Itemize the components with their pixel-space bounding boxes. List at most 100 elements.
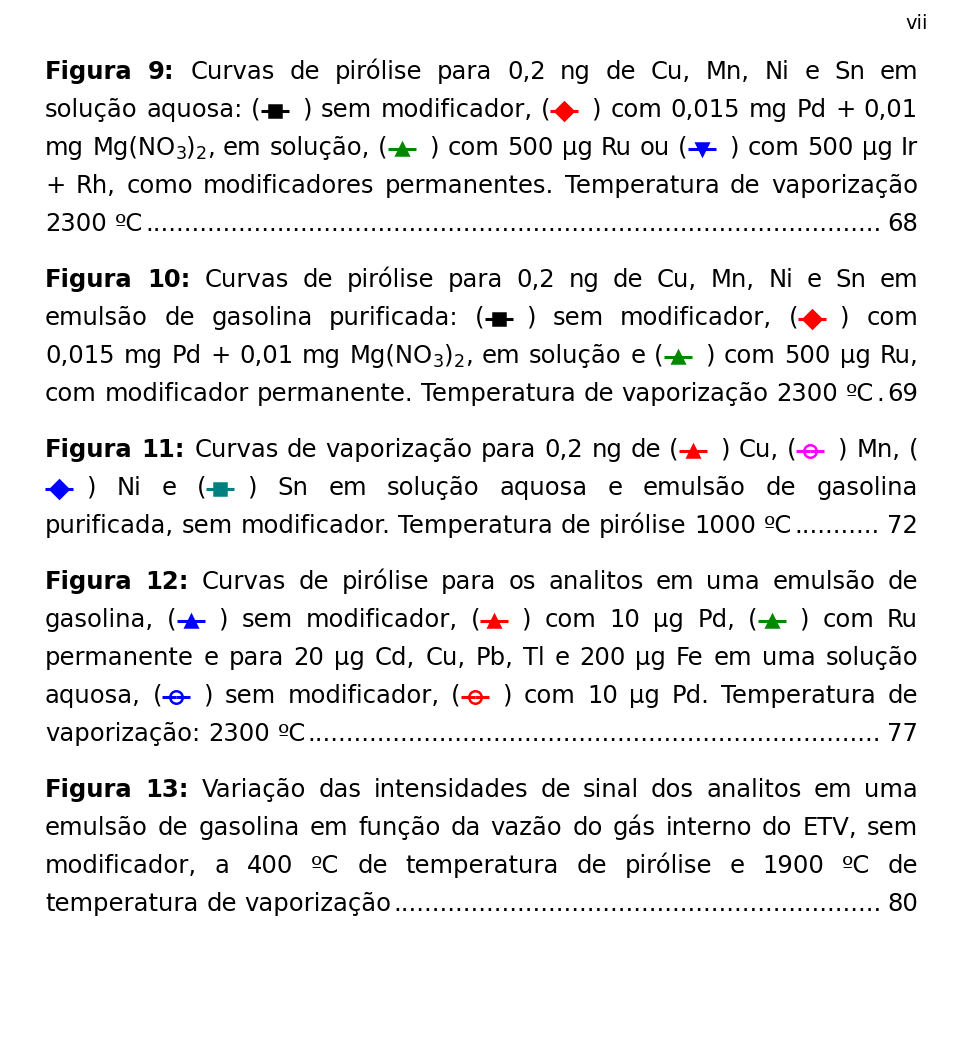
Text: ): ) bbox=[800, 608, 809, 632]
Text: 80: 80 bbox=[887, 892, 918, 916]
Text: (: ( bbox=[252, 98, 260, 122]
Text: de: de bbox=[561, 514, 591, 538]
Text: ,: , bbox=[465, 344, 472, 368]
Text: modificador,: modificador, bbox=[620, 306, 773, 330]
Text: 13:: 13: bbox=[146, 778, 189, 802]
Text: solução: solução bbox=[45, 98, 137, 122]
Text: de: de bbox=[606, 60, 636, 84]
Text: Mg(NO: Mg(NO bbox=[92, 136, 176, 160]
Text: 1900: 1900 bbox=[762, 854, 824, 878]
Text: ): ) bbox=[444, 344, 454, 368]
Text: ºC: ºC bbox=[846, 382, 875, 406]
Text: do: do bbox=[572, 816, 603, 839]
Text: vaporização: vaporização bbox=[245, 892, 392, 916]
Text: ): ) bbox=[429, 136, 439, 160]
Text: Temperatura: Temperatura bbox=[721, 684, 876, 708]
Text: (: ( bbox=[197, 476, 206, 500]
Text: Pd.: Pd. bbox=[672, 684, 709, 708]
Text: interno: interno bbox=[665, 816, 752, 839]
Text: gasolina: gasolina bbox=[199, 816, 300, 839]
Text: ng: ng bbox=[561, 60, 591, 84]
Text: Cu,: Cu, bbox=[657, 268, 697, 292]
Text: para: para bbox=[447, 268, 503, 292]
Text: em: em bbox=[223, 136, 261, 160]
Text: ou: ou bbox=[639, 136, 670, 160]
Text: Variação: Variação bbox=[202, 778, 306, 802]
Text: em: em bbox=[309, 816, 348, 839]
Text: de: de bbox=[631, 438, 661, 462]
Text: como: como bbox=[126, 174, 193, 198]
Text: 72: 72 bbox=[887, 514, 918, 538]
Text: Figura: Figura bbox=[45, 438, 132, 462]
Text: µg: µg bbox=[636, 646, 666, 670]
Text: de: de bbox=[887, 570, 918, 594]
Text: (: ( bbox=[540, 98, 550, 122]
Text: 500: 500 bbox=[807, 136, 853, 160]
Text: pirólise: pirólise bbox=[599, 513, 686, 538]
Text: de: de bbox=[584, 382, 614, 406]
Text: Pd,: Pd, bbox=[697, 608, 735, 632]
Text: das: das bbox=[319, 778, 361, 802]
Text: ................................................................................: ........................................… bbox=[145, 212, 881, 236]
Text: modificador,: modificador, bbox=[288, 684, 440, 708]
Text: emulsão: emulsão bbox=[45, 816, 148, 839]
Text: (: ( bbox=[678, 136, 687, 160]
Text: de: de bbox=[887, 684, 918, 708]
Text: Sn: Sn bbox=[835, 268, 866, 292]
Text: de: de bbox=[302, 268, 333, 292]
Text: mg: mg bbox=[302, 344, 341, 368]
Text: gasolina,: gasolina, bbox=[45, 608, 155, 632]
Text: em: em bbox=[814, 778, 852, 802]
Text: permanentes.: permanentes. bbox=[385, 174, 555, 198]
Text: Ni: Ni bbox=[765, 60, 789, 84]
Text: de: de bbox=[157, 816, 188, 839]
Text: ): ) bbox=[706, 344, 715, 368]
Text: Curvas: Curvas bbox=[190, 60, 275, 84]
Text: Curvas: Curvas bbox=[202, 570, 286, 594]
Text: de: de bbox=[289, 60, 320, 84]
Text: 2300: 2300 bbox=[777, 382, 838, 406]
Text: 2: 2 bbox=[196, 145, 207, 163]
Text: permanente.: permanente. bbox=[256, 382, 413, 406]
Text: ºC: ºC bbox=[114, 212, 143, 236]
Text: ): ) bbox=[302, 98, 312, 122]
Text: função: função bbox=[358, 816, 441, 839]
Text: 0,015: 0,015 bbox=[45, 344, 114, 368]
Text: modificador,: modificador, bbox=[305, 608, 458, 632]
Text: 1000: 1000 bbox=[694, 514, 756, 538]
Text: para: para bbox=[437, 60, 492, 84]
Text: 0,01: 0,01 bbox=[864, 98, 918, 122]
Text: para: para bbox=[228, 646, 284, 670]
Text: µg: µg bbox=[654, 608, 684, 632]
Text: Mn,: Mn, bbox=[706, 60, 750, 84]
Text: 77: 77 bbox=[887, 722, 918, 746]
Text: (: ( bbox=[378, 136, 388, 160]
Text: sem: sem bbox=[225, 684, 276, 708]
Text: ºC: ºC bbox=[842, 854, 870, 878]
Text: Mn,: Mn, bbox=[710, 268, 755, 292]
Text: 10: 10 bbox=[587, 684, 618, 708]
Text: ): ) bbox=[186, 136, 196, 160]
Text: com: com bbox=[447, 136, 499, 160]
Text: (: ( bbox=[787, 438, 797, 462]
Text: purificada,: purificada, bbox=[45, 514, 174, 538]
Text: ...............................................................: ........................................… bbox=[394, 892, 881, 916]
Text: purificada:: purificada: bbox=[329, 306, 459, 330]
Text: ): ) bbox=[503, 684, 513, 708]
Text: modificador: modificador bbox=[105, 382, 249, 406]
Text: pirólise: pirólise bbox=[624, 852, 712, 878]
Text: sem: sem bbox=[553, 306, 604, 330]
Text: ): ) bbox=[87, 476, 97, 500]
Text: (: ( bbox=[748, 608, 757, 632]
Text: ºC: ºC bbox=[277, 722, 306, 746]
Text: 0,2: 0,2 bbox=[544, 438, 583, 462]
Text: vazão: vazão bbox=[491, 816, 563, 839]
Text: ): ) bbox=[527, 306, 537, 330]
Text: e: e bbox=[554, 646, 569, 670]
Text: pirólise: pirólise bbox=[341, 568, 429, 594]
Text: para: para bbox=[481, 438, 537, 462]
Text: ...........: ........... bbox=[794, 514, 879, 538]
Text: (: ( bbox=[908, 438, 918, 462]
Text: ..........................................................................: ........................................… bbox=[308, 722, 881, 746]
Text: 2300: 2300 bbox=[208, 722, 270, 746]
